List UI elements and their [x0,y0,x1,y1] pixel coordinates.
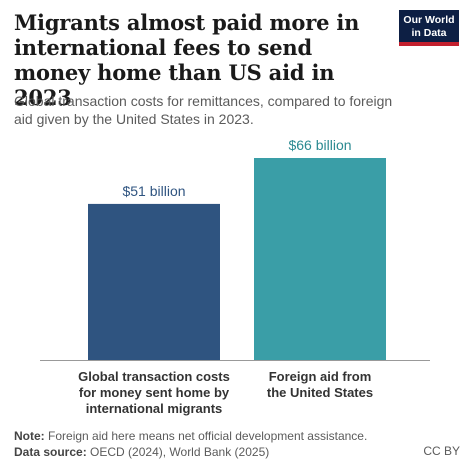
chart-subtitle: Global transaction costs for remittances… [14,93,393,127]
footer-source: Data source: OECD (2024), World Bank (20… [14,444,434,460]
logo-line-1: Our World [403,14,455,26]
logo-line-2: in Data [411,27,447,39]
bar-0[interactable] [88,203,220,360]
note-text: Foreign aid here means net official deve… [48,429,368,443]
data-label-0: $51 billion [122,183,185,199]
owid-logo[interactable]: Our World in Data [399,10,459,46]
category-label-1: Foreign aid from the United States [267,369,373,400]
source-label: Data source: [14,445,87,459]
category-label-0: Global transaction costs for money sent h… [78,369,230,416]
source-text: OECD (2024), World Bank (2025) [90,445,270,459]
bar-chart: $51 billion Global transaction costs for m… [40,137,430,416]
license-badge[interactable]: CC BY [423,444,460,458]
bar-1[interactable] [254,158,386,360]
chart-title: Migrants almost paid more in internation… [14,10,360,110]
footer-note: Note: Foreign aid here means net officia… [14,428,434,444]
note-label: Note: [14,429,45,443]
data-label-1: $66 billion [288,137,351,153]
